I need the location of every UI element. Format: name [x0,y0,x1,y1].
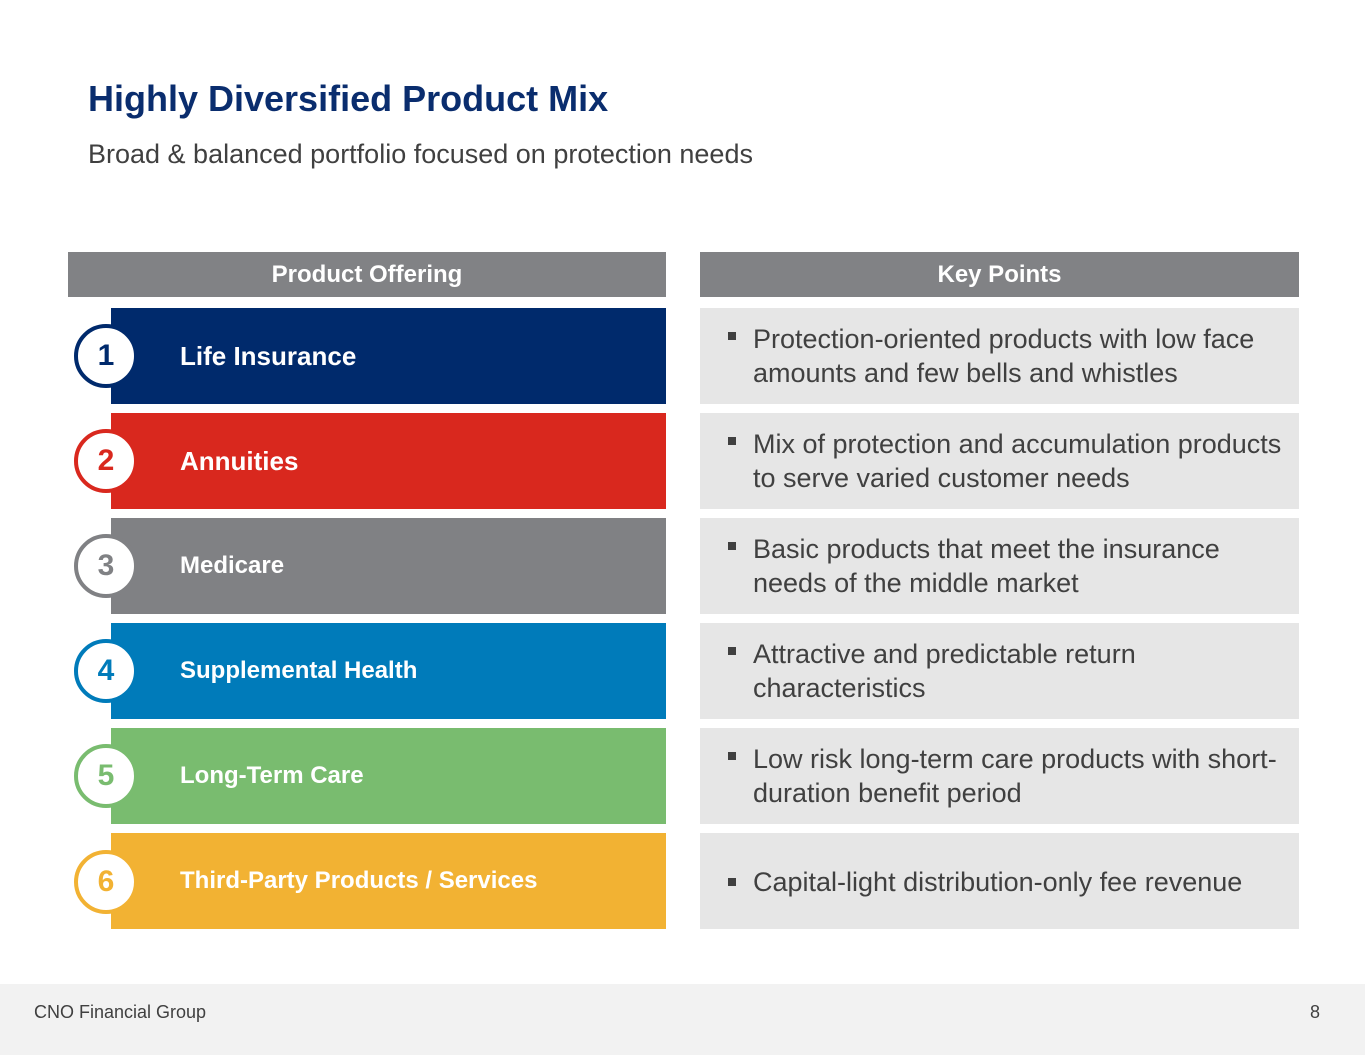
footer-bar: CNO Financial Group 8 [0,984,1365,1055]
key-point-text: Low risk long-term care products with sh… [753,744,1277,808]
product-label: Medicare [180,552,285,579]
bullet-icon [728,542,736,550]
footer-company: CNO Financial Group [34,1002,207,1022]
key-point-box-5: Low risk long-term care products with sh… [700,728,1299,824]
page-number: 8 [1309,1002,1320,1022]
number-badge-4: 4 [74,639,138,703]
bullet-icon [728,878,736,886]
product-bar-life-insurance: Life Insurance [111,308,666,404]
key-point-text: Mix of protection and accumulation produ… [753,429,1282,493]
slide-title: Highly Diversified Product Mix [88,78,609,119]
number-badge-3: 3 [74,534,138,598]
key-point-box-1: Protection-oriented products with low fa… [700,308,1299,404]
product-bar-annuities: Annuities [111,413,666,509]
key-point-text: Capital-light distribution-only fee reve… [753,867,1243,897]
product-bar-third-party: Third-Party Products / Services [111,833,666,929]
number-badge-1: 1 [74,324,138,388]
bullet-icon [728,332,736,340]
product-offering-header: Product Offering [68,252,666,297]
product-label: Annuities [180,445,299,476]
product-label: Long-Term Care [180,762,364,789]
product-label: Third-Party Products / Services [180,867,538,894]
product-label: Supplemental Health [180,657,418,684]
product-label: Life Insurance [180,340,357,371]
key-point-text: Protection-oriented products with low fa… [753,324,1255,388]
product-bar-medicare: Medicare [111,518,666,614]
key-point-box-6: Capital-light distribution-only fee reve… [700,833,1299,929]
bullet-icon [728,647,736,655]
key-point-text: Attractive and predictable return charac… [753,639,1136,703]
number-badge-6: 6 [74,850,138,914]
slide-subtitle: Broad & balanced portfolio focused on pr… [88,139,753,169]
key-point-text: Basic products that meet the insurance n… [753,534,1220,598]
number-badge-2: 2 [74,429,138,493]
product-bar-long-term-care: Long-Term Care [111,728,666,824]
product-bar-supplemental-health: Supplemental Health [111,623,666,719]
key-point-box-4: Attractive and predictable return charac… [700,623,1299,719]
bullet-icon [728,752,736,760]
key-point-box-2: Mix of protection and accumulation produ… [700,413,1299,509]
number-badge-5: 5 [74,744,138,808]
key-point-box-3: Basic products that meet the insurance n… [700,518,1299,614]
bullet-icon [728,437,736,445]
key-points-header: Key Points [700,252,1299,297]
